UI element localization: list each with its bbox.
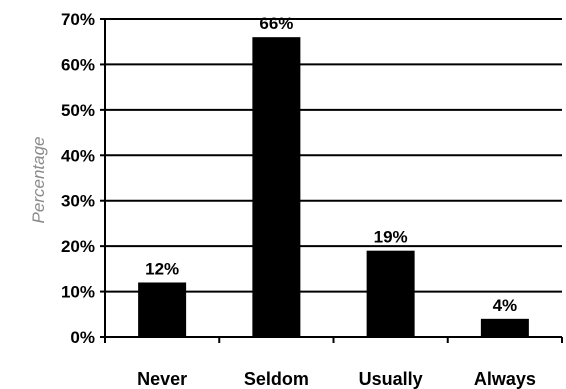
y-tick-label: 70% [61, 10, 95, 29]
y-tick-label: 10% [61, 283, 95, 302]
gridlines [105, 18, 562, 293]
x-category-label: Seldom [244, 369, 309, 389]
bar-seldom [252, 37, 301, 338]
y-tick-label: 40% [61, 146, 95, 165]
bars [138, 37, 529, 338]
x-category-label: Never [137, 369, 187, 389]
data-label: 4% [493, 296, 518, 315]
bar-usually [366, 250, 415, 337]
y-tick-label: 30% [61, 192, 95, 211]
bar-always [480, 318, 529, 337]
y-tick-label: 0% [70, 328, 95, 347]
axes [100, 18, 563, 343]
labels: 0% 10% 20% 30% 40% 50% 60% 70% 12% Never 66% Seldom… [61, 10, 536, 389]
bar-never [138, 282, 187, 337]
y-axis-title: Percentage [29, 137, 48, 224]
data-label: 12% [145, 259, 179, 278]
data-label: 19% [374, 228, 408, 247]
y-tick-label: 60% [61, 55, 95, 74]
x-category-label: Usually [359, 369, 423, 389]
y-tick-label: 20% [61, 237, 95, 256]
data-label: 66% [259, 14, 293, 33]
x-category-label: Always [474, 369, 536, 389]
y-tick-label: 50% [61, 101, 95, 120]
